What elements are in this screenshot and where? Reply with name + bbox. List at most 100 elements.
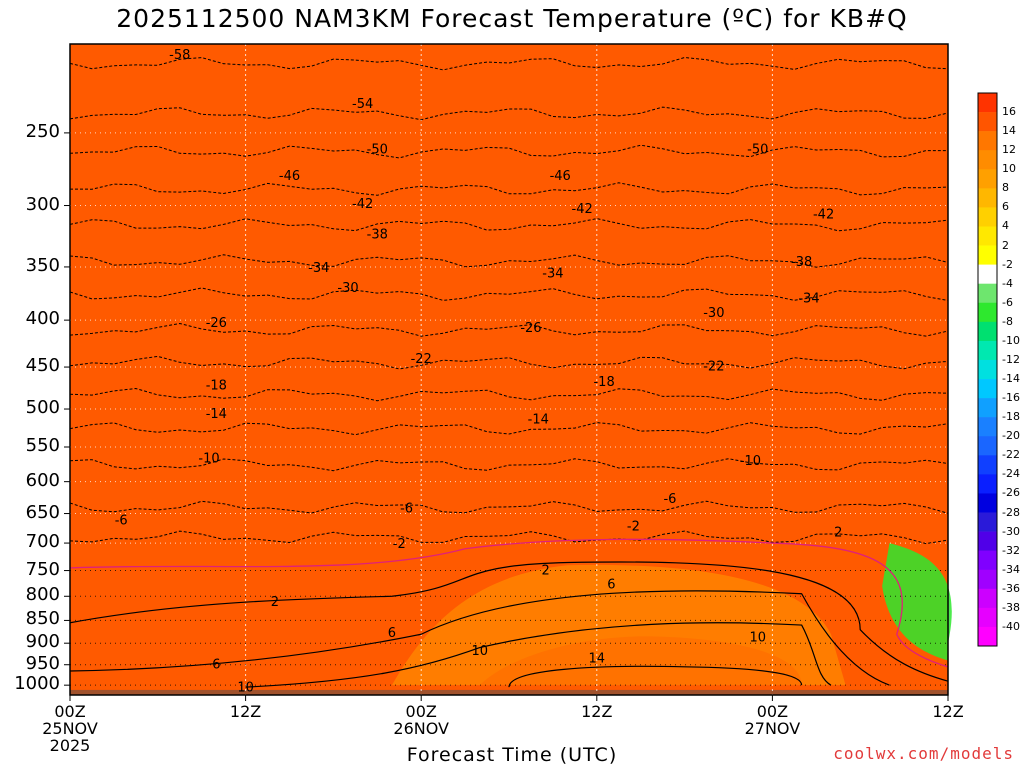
contour-label: -46 [279, 169, 300, 184]
x-tick-label: 12Z [908, 703, 988, 720]
colorbar-swatch [978, 417, 997, 437]
colorbar-swatch [978, 626, 997, 647]
colorbar [977, 92, 998, 647]
contour-label: 10 [471, 644, 488, 659]
colorbar-tick-label: -8 [1002, 314, 1013, 328]
colorbar-tick-label: -32 [1002, 543, 1020, 557]
y-tick-label: 550 [25, 434, 60, 456]
colorbar-swatch [978, 131, 997, 151]
contour-labels: -58-54-50 -50-46 -46-42 -42 -42-38-38-34 -34-… [115, 48, 843, 696]
colorbar-swatch [978, 264, 997, 284]
contour-label: 2 [541, 563, 549, 578]
colorbar-tick-label: -18 [1002, 410, 1020, 424]
colorbar-swatch [978, 188, 997, 208]
y-tick-label: 900 [25, 631, 60, 653]
colorbar-swatch [978, 245, 997, 265]
colorbar-swatch [978, 379, 997, 399]
contour-label: -58 [169, 48, 190, 63]
colorbar-swatch [978, 150, 997, 170]
contour-label: -2 [627, 520, 640, 535]
colorbar-swatch [978, 398, 997, 418]
contour-line-cold [69, 144, 948, 159]
contour-label: 6 [388, 626, 396, 641]
x-tick-line: 2025 [49, 736, 91, 755]
contour-line-cold [69, 254, 949, 268]
y-tick-label: 450 [25, 355, 60, 377]
plot-border [69, 43, 949, 696]
contour-label: 14 [589, 652, 606, 667]
colorbar-tick-label: 14 [1002, 124, 1016, 138]
contour-label: -26 [206, 316, 227, 331]
contour-label: -38 [791, 255, 812, 270]
contour-label: -30 [703, 306, 724, 321]
colorbar-swatch [978, 340, 997, 361]
contour-label: 2 [834, 526, 842, 541]
colorbar-swatch [978, 169, 997, 189]
contour-label: -14 [206, 407, 227, 422]
contour-label: 2 [271, 595, 279, 610]
contour-label: -38 [367, 228, 388, 243]
x-tick-line: 00Z [756, 702, 789, 721]
contour-label: -6 [115, 514, 128, 529]
y-tick-label: 800 [25, 584, 60, 606]
contour-lines [69, 56, 949, 688]
contour-label: -18 [206, 378, 227, 393]
y-tick-label: 500 [25, 397, 60, 419]
colorbar-swatch [978, 531, 997, 551]
cold-region-end [882, 543, 952, 661]
colorbar-swatch [978, 93, 997, 113]
y-tick-label: 850 [25, 608, 60, 630]
x-tick-line: 27NOV [744, 719, 801, 738]
contour-label: -50 [747, 143, 768, 158]
colorbar-tick-label: -22 [1002, 448, 1020, 462]
contour-label: -14 [528, 412, 549, 427]
y-tick-label: 750 [25, 558, 60, 580]
colorbar-tick-label: -2 [1002, 257, 1013, 271]
colorbar-tick-label: 12 [1002, 143, 1016, 157]
x-axis-label: Forecast Time (UTC) [406, 744, 618, 766]
x-tick-label: 12Z [206, 703, 286, 720]
contour-label: -42 [572, 202, 593, 217]
contour-line-cold [69, 218, 949, 232]
colorbar-tick-label: -16 [1002, 391, 1020, 405]
colorbar-tick-label: -4 [1002, 276, 1013, 290]
ground-layer [70, 689, 948, 695]
colorbar-tick-label: -20 [1002, 429, 1020, 443]
y-tick-label: 250 [25, 120, 60, 142]
contour-line-cold [69, 106, 949, 121]
contour-label: -34 [308, 261, 329, 276]
x-tick-line: 12Z [581, 702, 613, 721]
contour-label: -22 [411, 352, 432, 367]
contour-line-cold [69, 530, 949, 545]
colorbar-tick-label: -10 [1002, 333, 1020, 347]
contour-label: -42 [813, 207, 834, 222]
colorbar-swatch [978, 436, 997, 456]
contour-line-cold [69, 500, 949, 514]
contour-label: -34 [542, 267, 563, 282]
contour-label: -54 [352, 97, 373, 112]
contour-label: -50 [367, 143, 388, 158]
x-tick-line: 12Z [229, 702, 262, 721]
ground-strip [70, 689, 948, 695]
contour-label: -46 [550, 169, 571, 184]
contour-line-6c [69, 590, 890, 686]
colorbar-tick-label: -34 [1002, 562, 1020, 576]
colorbar-swatch [978, 226, 997, 246]
contour-label: -10 [740, 454, 761, 469]
contour-line-10c [245, 622, 832, 688]
y-tick-label: 700 [25, 531, 60, 553]
contour-label: -30 [337, 281, 358, 296]
contour-line-cold [69, 355, 949, 370]
warm-layer [391, 543, 952, 686]
colorbar-tick-label: 10 [1002, 162, 1016, 176]
contour-line-cold [69, 56, 949, 71]
x-tick-line: 12Z [932, 702, 964, 721]
chart-title: 2025112500 NAM3KM Forecast Temperature (… [116, 4, 908, 33]
colorbar-swatch [978, 569, 997, 590]
colorbar-swatch [978, 512, 997, 532]
y-tick-label: 350 [25, 254, 60, 276]
colorbar-tick-label: 4 [1002, 219, 1009, 233]
colorbar-swatch [978, 321, 997, 342]
y-tick-label: 400 [25, 308, 60, 330]
contour-line-cold [69, 422, 949, 436]
